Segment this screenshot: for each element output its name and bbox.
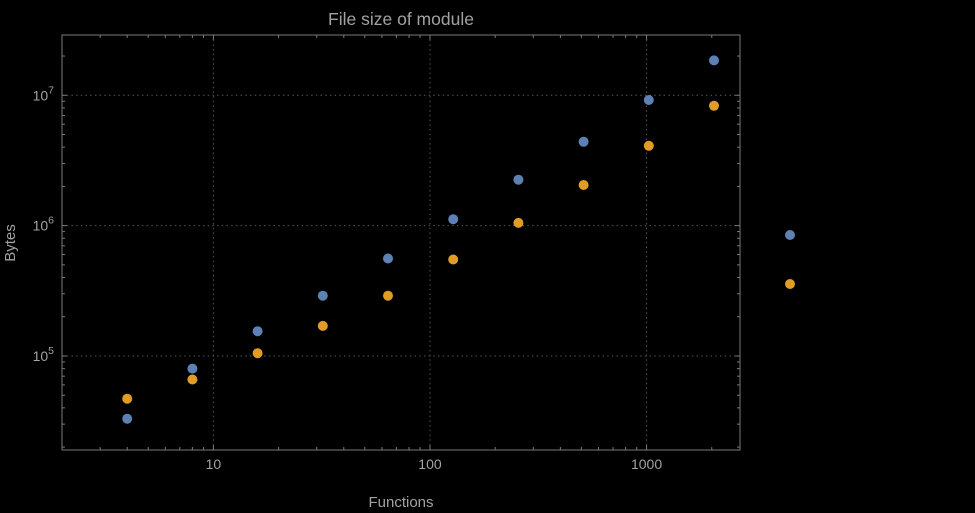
data-point xyxy=(643,95,654,105)
y-tick-label: 107 xyxy=(33,84,55,103)
data-points xyxy=(122,55,719,424)
data-point xyxy=(709,55,719,66)
y-tick-label: 105 xyxy=(33,345,55,364)
data-point xyxy=(252,348,263,359)
data-point xyxy=(709,100,719,111)
data-point xyxy=(383,290,393,301)
axis-ticks xyxy=(61,35,740,450)
axis-tick-labels: 10 100 1000 105 106 107 xyxy=(33,84,663,472)
data-point xyxy=(513,217,524,228)
x-tick-label: 10 xyxy=(206,456,222,472)
x-tick-label: 100 xyxy=(418,456,442,472)
data-point xyxy=(448,254,459,265)
data-point xyxy=(643,140,654,151)
chart-title: File size of module xyxy=(328,9,474,29)
data-point xyxy=(448,214,459,225)
y-tick-label: 106 xyxy=(33,215,55,234)
legend-marker xyxy=(785,279,795,289)
data-point xyxy=(317,320,328,331)
data-point xyxy=(122,413,133,424)
gridlines xyxy=(62,35,740,450)
data-point xyxy=(383,253,393,264)
data-point xyxy=(513,174,524,185)
series-1-points xyxy=(122,55,719,424)
x-axis-label: Functions xyxy=(368,494,433,511)
y-axis-label: Bytes xyxy=(2,224,19,262)
plot-frame xyxy=(61,34,741,451)
data-point xyxy=(187,374,198,385)
legend xyxy=(785,230,795,289)
x-tick-label: 1000 xyxy=(631,456,662,472)
data-point xyxy=(187,363,198,374)
legend-marker xyxy=(785,230,795,240)
data-point xyxy=(317,290,328,301)
data-point xyxy=(578,136,589,147)
data-point xyxy=(122,393,133,404)
data-point xyxy=(252,326,263,337)
series-2-points xyxy=(122,100,719,404)
data-point xyxy=(578,180,589,190)
